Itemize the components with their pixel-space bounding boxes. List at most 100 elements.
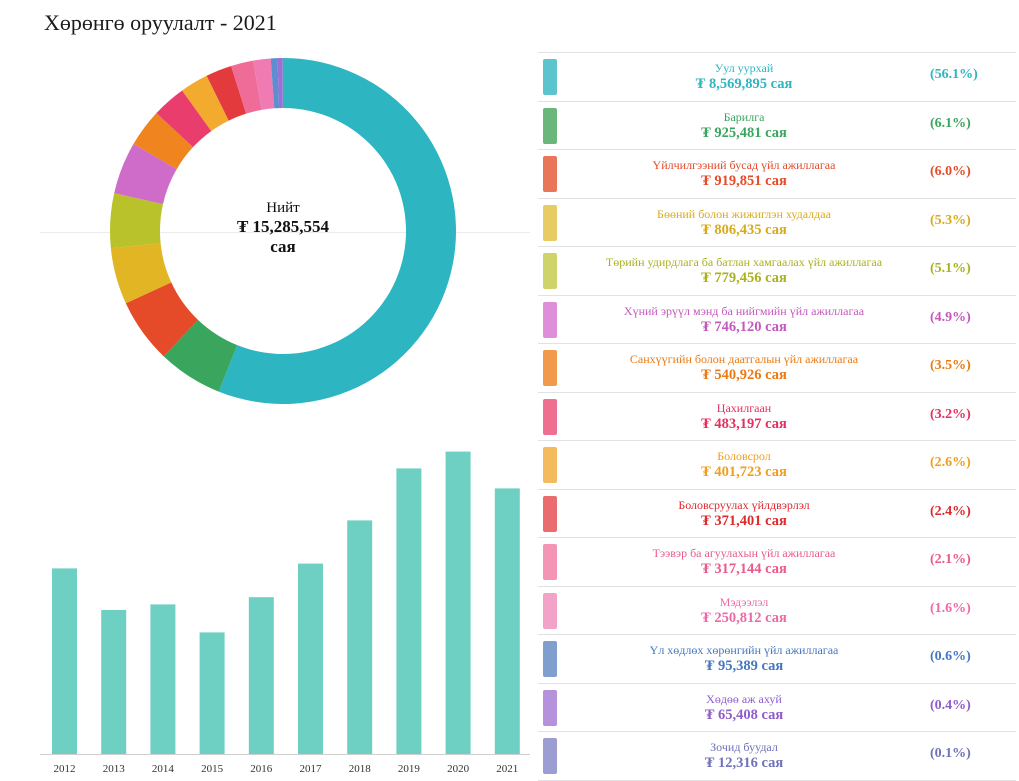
legend-entry: Барилга ₮ 925,481 сая	[564, 110, 924, 142]
donut-slice[interactable]	[133, 113, 193, 170]
legend-row[interactable]: Бөөний болон жижиглэн худалдаа ₮ 806,435 …	[538, 197, 1016, 247]
legend-amount: ₮ 483,197 сая	[701, 415, 787, 432]
bar[interactable]	[150, 604, 176, 754]
x-tick-label: 2017	[300, 763, 323, 775]
legend-percent: (0.4%)	[930, 697, 971, 713]
legend-entry: Төрийн удирдлага ба батлан хамгаалах үйл…	[564, 255, 924, 287]
legend-name: Үл хөдлөх хөрөнгийн үйл ажиллагаа	[649, 643, 839, 657]
legend-entry: Үл хөдлөх хөрөнгийн үйл ажиллагаа ₮ 95,38…	[564, 643, 924, 675]
legend-entry: Боловсруулах үйлдвэрлэл ₮ 371,401 сая	[564, 498, 924, 530]
legend-entry: Санхүүгийн болон даатгалын үйл ажиллагаа…	[564, 352, 924, 384]
bar[interactable]	[298, 563, 323, 754]
legend-row[interactable]: Санхүүгийн болон даатгалын үйл ажиллагаа…	[538, 343, 1016, 392]
legend-swatch	[543, 495, 557, 532]
bar[interactable]	[199, 632, 225, 754]
legend-swatch	[543, 544, 557, 580]
x-tick-label: 2021	[496, 763, 518, 775]
legend-percent: (2.1%)	[930, 552, 971, 567]
legend-row[interactable]: Хөдөө аж ахуй ₮ 65,408 сая (0.4%)	[538, 682, 1016, 732]
legend-entry: Мэдээлэл ₮ 250,812 сая	[564, 595, 924, 627]
legend-row[interactable]: Барилга ₮ 925,481 сая (6.1%)	[538, 100, 1016, 150]
bar[interactable]	[396, 468, 422, 754]
donut-slice[interactable]	[182, 75, 229, 132]
legend-name: Хүний эрүүл мэнд ба нийгмийн үйл ажиллаг…	[623, 303, 865, 318]
x-tick-label: 2020	[447, 763, 470, 775]
legend-amount: ₮ 8,569,895 сая	[695, 76, 793, 92]
legend-percent: (0.1%)	[930, 746, 971, 761]
legend-swatch	[543, 738, 557, 774]
donut-slice[interactable]	[218, 58, 457, 404]
legend-name: Уул уурхай	[714, 61, 774, 75]
legend-percent: (1.6%)	[930, 600, 971, 616]
legend-swatch	[543, 641, 557, 677]
legend-amount: ₮ 540,926 сая	[701, 367, 787, 383]
legend-row[interactable]: Хүний эрүүл мэнд ба нийгмийн үйл ажиллаг…	[538, 294, 1016, 344]
legend-entry: Бөөний болон жижиглэн худалдаа ₮ 806,435 …	[564, 207, 924, 239]
donut-slice[interactable]	[270, 58, 280, 109]
x-tick-label: 2013	[103, 763, 126, 775]
donut-slice[interactable]	[114, 143, 177, 205]
legend-row[interactable]: Зочид буудал ₮ 12,316 сая (0.1%)	[538, 731, 1016, 781]
legend-name: Төрийн удирдлага ба батлан хамгаалах үйл…	[605, 255, 883, 269]
legend-amount: ₮ 925,481 сая	[701, 124, 787, 141]
legend-name: Боловсрол	[717, 449, 771, 463]
legend-amount: ₮ 919,851 сая	[701, 173, 787, 189]
legend-amount: ₮ 401,723 сая	[701, 464, 787, 480]
total-value: ₮ 15,285,554	[236, 217, 330, 236]
legend-row[interactable]: Үл хөдлөх хөрөнгийн үйл ажиллагаа ₮ 95,38…	[538, 634, 1016, 683]
x-tick-label: 2018	[349, 763, 372, 775]
legend-row[interactable]: Мэдээлэл ₮ 250,812 сая (1.6%)	[538, 585, 1016, 635]
legend-name: Бөөний болон жижиглэн худалдаа	[657, 206, 831, 221]
bar[interactable]	[445, 451, 471, 754]
legend-percent: (3.5%)	[930, 358, 971, 373]
bar-chart: 2012 2013 2014 2015 2016 2017 2018 2019 2020 2021	[40, 451, 530, 775]
legend-entry: Хөдөө аж ахуй ₮ 65,408 сая	[564, 692, 924, 724]
legend-entry: Тээвэр ба агуулахын үйл ажиллагаа ₮ 317,1…	[564, 546, 924, 578]
x-tick-label: 2016	[250, 763, 272, 775]
donut-slice[interactable]	[156, 90, 212, 148]
legend-amount: ₮ 65,408 сая	[704, 706, 784, 723]
donut-slice[interactable]	[277, 58, 283, 109]
legend-entry: Хүний эрүүл мэнд ба нийгмийн үйл ажиллаг…	[564, 304, 924, 336]
donut-slice[interactable]	[231, 60, 262, 114]
x-tick-label: 2015	[201, 763, 224, 775]
donut-slice[interactable]	[110, 243, 172, 304]
bar[interactable]	[52, 568, 77, 754]
bar[interactable]	[494, 488, 520, 754]
legend-name: Мэдээлэл	[719, 594, 769, 609]
legend-percent: (4.9%)	[930, 309, 971, 325]
legend-row[interactable]: Боловсруулах үйлдвэрлэл ₮ 371,401 сая (2.4…	[538, 488, 1016, 538]
legend-percent: (0.6%)	[930, 649, 971, 664]
total-unit: сая	[270, 237, 296, 256]
legend-swatch	[543, 592, 557, 629]
legend-row[interactable]: Үйлчилгээний бусад үйл ажиллагаа ₮ 919,85…	[538, 149, 1016, 198]
legend-entry: Зочид буудал ₮ 12,316 сая	[564, 740, 924, 772]
bar[interactable]	[248, 597, 274, 754]
donut-slice[interactable]	[253, 58, 275, 110]
donut-slice[interactable]	[163, 320, 238, 392]
legend-swatch	[543, 447, 557, 483]
legend-percent: (3.2%)	[930, 406, 971, 422]
donut-slice[interactable]	[109, 193, 163, 249]
legend-name: Цахилгаан	[716, 400, 772, 415]
legend-amount: ₮ 317,144 сая	[701, 561, 787, 577]
legend-row[interactable]: Цахилгаан ₮ 483,197 сая (3.2%)	[538, 391, 1016, 441]
legend-swatch	[543, 253, 557, 289]
legend-name: Үйлчилгээний бусад үйл ажиллагаа	[652, 158, 836, 172]
bar[interactable]	[347, 520, 373, 754]
legend-row[interactable]: Төрийн удирдлага ба батлан хамгаалах үйл…	[538, 246, 1016, 295]
legend-name: Тээвэр ба агуулахын үйл ажиллагаа	[652, 546, 836, 560]
legend: Уул уурхай ₮ 8,569,895 сая (56.1%) Барилга ₮…	[538, 52, 1016, 781]
legend-percent: (2.4%)	[930, 503, 971, 519]
legend-swatch	[543, 107, 557, 144]
legend-row[interactable]: Боловсрол ₮ 401,723 сая (2.6%)	[538, 440, 1016, 489]
donut-slice[interactable]	[125, 282, 199, 357]
x-tick-label: 2014	[152, 763, 175, 775]
donut-slice[interactable]	[206, 65, 247, 121]
legend-percent: (5.3%)	[930, 212, 971, 228]
bar[interactable]	[101, 610, 127, 754]
legend-name: Хөдөө аж ахуй	[706, 691, 782, 706]
donut-slice[interactable]	[282, 58, 283, 109]
legend-row[interactable]: Тээвэр ба агуулахын үйл ажиллагаа ₮ 317,1…	[538, 537, 1016, 586]
legend-row[interactable]: Уул уурхай ₮ 8,569,895 сая (56.1%)	[538, 52, 1016, 101]
